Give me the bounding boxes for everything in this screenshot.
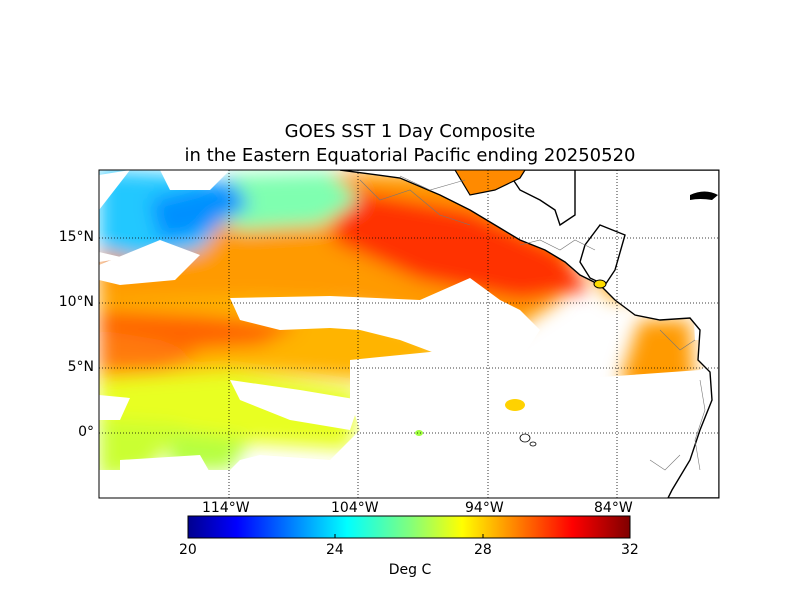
lon-label-114w: 114°W — [202, 500, 250, 516]
map-subtitle: in the Eastern Equatorial Pacific ending… — [184, 145, 636, 166]
lat-label-5n: 5°N — [67, 359, 94, 375]
lat-label-10n: 10°N — [58, 294, 94, 310]
colorbar-tick-24: 24 — [326, 542, 344, 558]
lat-label-15n: 15°N — [58, 229, 94, 245]
lon-label-104w: 104°W — [331, 500, 379, 516]
lat-label-0: 0° — [78, 424, 94, 440]
colorbar-tick-32: 32 — [621, 542, 639, 558]
lon-label-94w: 94°W — [465, 500, 504, 516]
colorbar-units: Deg C — [388, 562, 432, 578]
map-title: GOES SST 1 Day Composite — [284, 121, 536, 142]
colorbar — [187, 515, 631, 539]
colorbar-tick-28: 28 — [474, 542, 492, 558]
sst-field — [99, 170, 719, 498]
lon-label-84w: 84°W — [594, 500, 633, 516]
colorbar-tick-20: 20 — [179, 542, 197, 558]
